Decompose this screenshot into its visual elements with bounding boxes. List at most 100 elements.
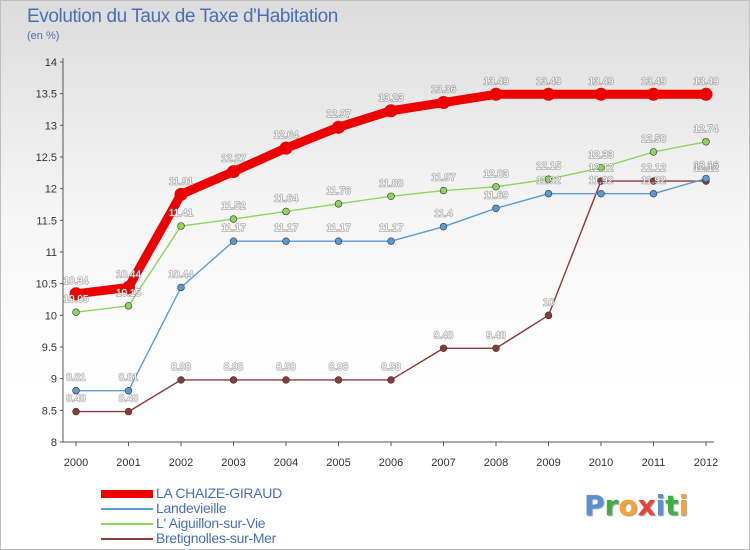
data-point xyxy=(384,104,398,118)
data-label: 12.64 xyxy=(273,130,298,141)
data-point xyxy=(177,283,185,292)
data-label: 13.49 xyxy=(483,76,508,87)
data-point xyxy=(702,174,710,183)
data-point xyxy=(69,287,83,301)
data-point xyxy=(279,141,293,155)
legend-label: LA CHAIZE-GIRAUD xyxy=(156,485,282,501)
data-labels-layer: 10.3410.3410.4410.4411.9111.9112.2712.27… xyxy=(63,76,720,406)
data-point xyxy=(544,175,553,183)
data-label: 11.64 xyxy=(274,193,299,204)
data-label-halo: 10.15 xyxy=(116,288,141,299)
logo-letter: P xyxy=(584,489,605,522)
y-tick-label: 10.5 xyxy=(36,279,57,291)
data-label: 12.12 xyxy=(693,163,718,174)
data-label-halo: 10.44 xyxy=(168,269,193,280)
proxiti-logo: Proxiti xyxy=(584,489,688,522)
data-point xyxy=(492,344,500,352)
data-label: 11.41 xyxy=(169,208,194,219)
data-label: 10.05 xyxy=(63,294,88,305)
data-point xyxy=(229,215,238,223)
data-label-halo: 9.48 xyxy=(486,330,506,341)
y-tick-label: 9 xyxy=(51,374,57,386)
logo-letter: o xyxy=(618,489,638,522)
data-label-halo: 13.49 xyxy=(641,76,666,87)
data-point xyxy=(124,407,133,416)
legend-label: L' Aiguillon-sur-Vie xyxy=(156,515,266,531)
legend-swatch xyxy=(101,508,153,510)
data-label-halo: 11.41 xyxy=(169,208,194,219)
x-tick-label: 2006 xyxy=(379,457,403,469)
data-label-halo: 13.36 xyxy=(431,85,456,96)
x-tick-label: 2004 xyxy=(274,457,298,469)
data-label: 8.98 xyxy=(276,362,296,373)
x-tick-label: 2005 xyxy=(326,457,350,469)
data-label: 11.17 xyxy=(274,223,299,234)
x-tick-label: 2007 xyxy=(431,457,455,469)
data-label: 9.48 xyxy=(486,330,506,341)
data-label: 12.03 xyxy=(483,169,508,180)
data-label: 13.49 xyxy=(536,76,561,87)
y-tick-label: 11 xyxy=(46,247,57,259)
data-point xyxy=(649,190,658,198)
logo-letter: i xyxy=(678,489,689,522)
data-point xyxy=(544,190,553,198)
legend-swatch xyxy=(101,538,153,540)
data-label-halo: 8.48 xyxy=(119,394,139,405)
data-label: 13.49 xyxy=(588,76,613,87)
data-label: 8.48 xyxy=(66,394,86,405)
data-label: 8.81 xyxy=(66,373,86,384)
data-point xyxy=(72,308,80,316)
data-label-halo: 11.91 xyxy=(169,176,194,187)
x-tick-label: 2003 xyxy=(221,457,245,469)
data-point xyxy=(492,204,500,213)
data-label-halo: 8.81 xyxy=(119,373,139,384)
data-label: 13.23 xyxy=(378,93,403,104)
y-tick-label: 12 xyxy=(45,184,57,196)
data-label-halo: 11.97 xyxy=(431,173,456,184)
chart-axes: 8 8.5 9 9.5 10 10.5 11 11.5 12 12.5 13 13.5 14 2000 20… xyxy=(36,57,719,469)
data-label-halo: 11.17 xyxy=(326,223,351,234)
data-point xyxy=(227,165,240,179)
data-label: 12.33 xyxy=(588,150,613,161)
data-point xyxy=(489,87,503,101)
logo-letter: i xyxy=(655,489,666,522)
data-label: 11.52 xyxy=(221,201,246,212)
data-label-halo: 11.92 xyxy=(589,176,614,187)
data-point xyxy=(439,344,448,352)
data-point xyxy=(332,120,345,134)
data-label: 11.92 xyxy=(641,176,666,187)
data-label: 11.17 xyxy=(379,223,404,234)
data-label: 10.34 xyxy=(63,276,88,287)
data-label: 10.44 xyxy=(168,269,193,280)
data-point xyxy=(542,87,555,101)
data-label-halo: 8.98 xyxy=(171,362,191,373)
data-point xyxy=(387,237,395,245)
data-label: 10.15 xyxy=(116,288,141,299)
data-label: 11.17 xyxy=(326,223,351,234)
data-label-halo: 8.98 xyxy=(276,362,296,373)
data-point xyxy=(334,376,343,384)
data-point xyxy=(282,207,290,216)
data-label: 11.76 xyxy=(326,186,351,197)
data-point xyxy=(702,138,710,146)
data-label-halo: 11.88 xyxy=(379,178,404,189)
data-label: 8.98 xyxy=(224,362,244,373)
data-label: 8.81 xyxy=(119,373,139,384)
data-label-halo: 13.49 xyxy=(588,76,613,87)
data-point xyxy=(124,302,133,310)
data-point xyxy=(439,222,448,231)
data-point xyxy=(597,177,605,185)
data-label: 8.48 xyxy=(119,394,139,405)
data-point xyxy=(124,387,133,395)
data-label: 8.98 xyxy=(171,362,191,373)
data-label: 10 xyxy=(543,297,555,308)
data-label: 8.98 xyxy=(381,362,401,373)
data-label-halo: 12.97 xyxy=(326,109,351,120)
data-label: 11.91 xyxy=(169,176,194,187)
data-point xyxy=(177,222,185,230)
data-label: 11.97 xyxy=(431,173,456,184)
data-label-halo: 8.98 xyxy=(381,362,401,373)
data-label-halo: 12.64 xyxy=(273,130,298,141)
data-label: 10.44 xyxy=(116,269,141,280)
data-point xyxy=(334,237,343,245)
